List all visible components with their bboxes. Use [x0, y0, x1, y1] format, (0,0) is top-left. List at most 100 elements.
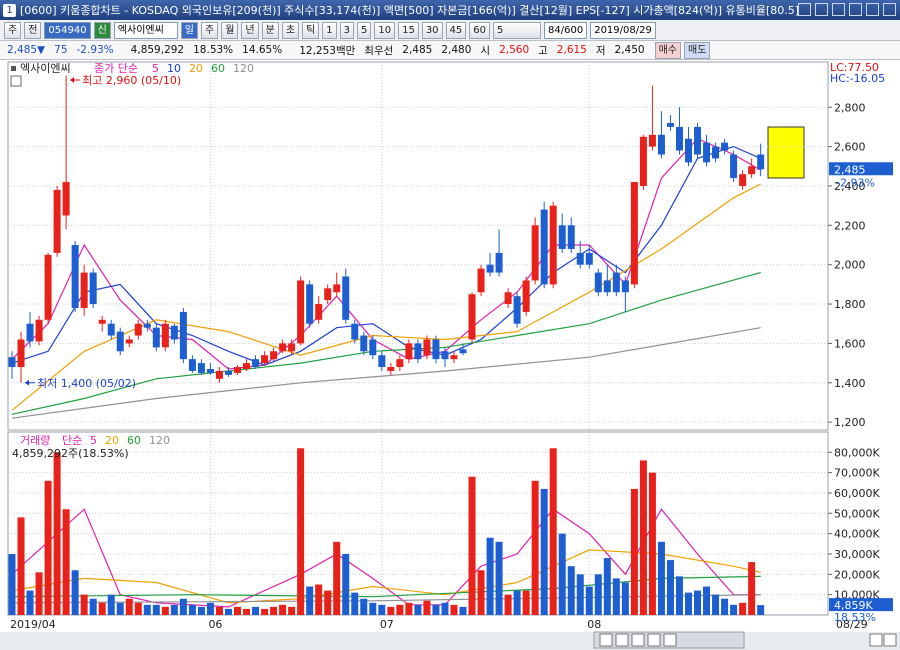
candle-body [531, 225, 539, 281]
win-btn[interactable] [866, 3, 879, 16]
legend-entry: 10 [167, 62, 181, 75]
volume-bar [315, 584, 323, 615]
candle-body [71, 245, 79, 308]
volume-bar [89, 598, 97, 615]
volume-tick-label: 50,000K [834, 507, 880, 520]
volume-bar [675, 576, 683, 615]
candle-body [757, 154, 765, 170]
toolbar-item[interactable]: 84/600 [544, 21, 588, 39]
toolbar-item[interactable]: 신 [93, 21, 111, 39]
volume-tick-label: 80,000K [834, 446, 880, 459]
price-tick-label: 2,600 [834, 141, 866, 154]
volume-tick-label: 70,000K [834, 467, 880, 480]
win-btn[interactable] [815, 3, 828, 16]
candle-body [35, 319, 43, 342]
toolbar-item[interactable]: 년 [241, 21, 259, 39]
volume-bar [116, 602, 124, 615]
scroll-btn[interactable] [631, 633, 645, 647]
candle-body [44, 254, 52, 320]
candle-body [567, 225, 575, 249]
volume-bar [161, 606, 169, 615]
ma-line [11, 137, 762, 370]
settings-icon [10, 75, 22, 87]
volume-tick-label: 30,000K [834, 548, 880, 561]
quote-field: 2,450 [614, 44, 645, 56]
annotation-arrowhead [25, 379, 30, 386]
volume-bar [549, 448, 557, 615]
volume-bar [215, 606, 223, 615]
toolbar-item[interactable]: 주 [4, 21, 22, 39]
candle-body [98, 319, 106, 324]
change-label: -2.93% [836, 176, 875, 189]
legend-icon [11, 66, 16, 71]
legend-entry: 120 [233, 62, 254, 75]
candle-body [603, 280, 611, 293]
volume-bar [35, 572, 43, 615]
volume-bar [567, 566, 575, 615]
toolbar-item[interactable]: 054940 [44, 21, 91, 39]
candle-body [261, 355, 269, 364]
volume-bar [468, 476, 476, 615]
toolbar-item[interactable]: 분 [261, 21, 279, 39]
toolbar-item[interactable]: 5 [356, 21, 372, 39]
volume-bar [612, 578, 620, 615]
zoom-out[interactable] [869, 633, 883, 647]
win-btn[interactable] [849, 3, 862, 16]
volume-bar [44, 480, 52, 615]
zoom-in[interactable] [883, 633, 897, 647]
volume-bar [252, 606, 260, 615]
toolbar-item[interactable]: 3 [339, 21, 354, 39]
candle-body [657, 134, 665, 155]
quote-field: 2,485 [402, 44, 433, 56]
toolbar-item[interactable]: 60 [469, 21, 491, 39]
volume-bar [360, 598, 368, 615]
toolbar-item[interactable]: 초 [281, 21, 300, 39]
volume-bar [621, 582, 629, 615]
volume-bar [657, 541, 665, 615]
toolbar-item[interactable]: 엑사이엔씨 [113, 21, 178, 39]
order-btn[interactable]: 매수 [654, 41, 681, 59]
price-tick-label: 1,200 [834, 416, 866, 429]
volume-bar [71, 570, 79, 615]
toolbar-item[interactable]: 주 [201, 21, 219, 39]
volume-bar [369, 602, 377, 615]
candle-body [594, 272, 602, 293]
volume-bar [513, 590, 521, 615]
win-btn[interactable] [832, 3, 845, 16]
volume-bar [414, 604, 422, 615]
order-btn[interactable]: 매도 [684, 41, 711, 59]
toolbar-item[interactable]: 전 [24, 21, 42, 39]
toolbar: 주 전 054940 신 엑사이엔씨 일 주 월 년 분 초 틱 1 3 5 10 15 30 45 60 5 84/60… [0, 20, 900, 41]
candle-body [143, 323, 151, 328]
scroll-btn[interactable] [663, 633, 677, 647]
scroll-btn[interactable] [647, 633, 661, 647]
toolbar-item[interactable]: 45 [445, 21, 467, 39]
toolbar-item[interactable]: 월 [221, 21, 239, 39]
toolbar-item[interactable]: 30 [421, 21, 443, 39]
scroll-btn[interactable] [615, 633, 629, 647]
volume-bar [333, 541, 341, 615]
win-btn[interactable] [883, 3, 896, 16]
candle-body [243, 363, 251, 369]
candle-body [378, 355, 386, 368]
ma-legend-label: 종가 단순 [94, 62, 138, 75]
hc-label: HC:-16.05 [830, 72, 885, 85]
toolbar-item[interactable]: 10 [374, 21, 396, 39]
toolbar-item[interactable]: 15 [398, 21, 419, 39]
toolbar-item[interactable]: 2019/08/29 [590, 21, 656, 39]
toolbar-item[interactable]: 1 [322, 21, 337, 39]
candle-body [712, 146, 720, 159]
toolbar-item[interactable]: 일 [180, 21, 198, 39]
candle-body [8, 357, 16, 368]
quote-field: 2,560 [499, 44, 530, 56]
scroll-btn[interactable] [599, 633, 613, 647]
candle-body [486, 264, 494, 273]
candle-body [748, 166, 756, 175]
last-volume-box [829, 598, 893, 612]
toolbar-item[interactable]: 틱 [302, 21, 320, 39]
chart-bg [0, 60, 900, 650]
win-btn[interactable] [798, 3, 811, 16]
window-title: [0600] 키움종합차트 - KOSDAQ 외국인보유[209(천)] 주식수… [20, 4, 800, 17]
toolbar-item[interactable]: 5 [493, 21, 542, 39]
